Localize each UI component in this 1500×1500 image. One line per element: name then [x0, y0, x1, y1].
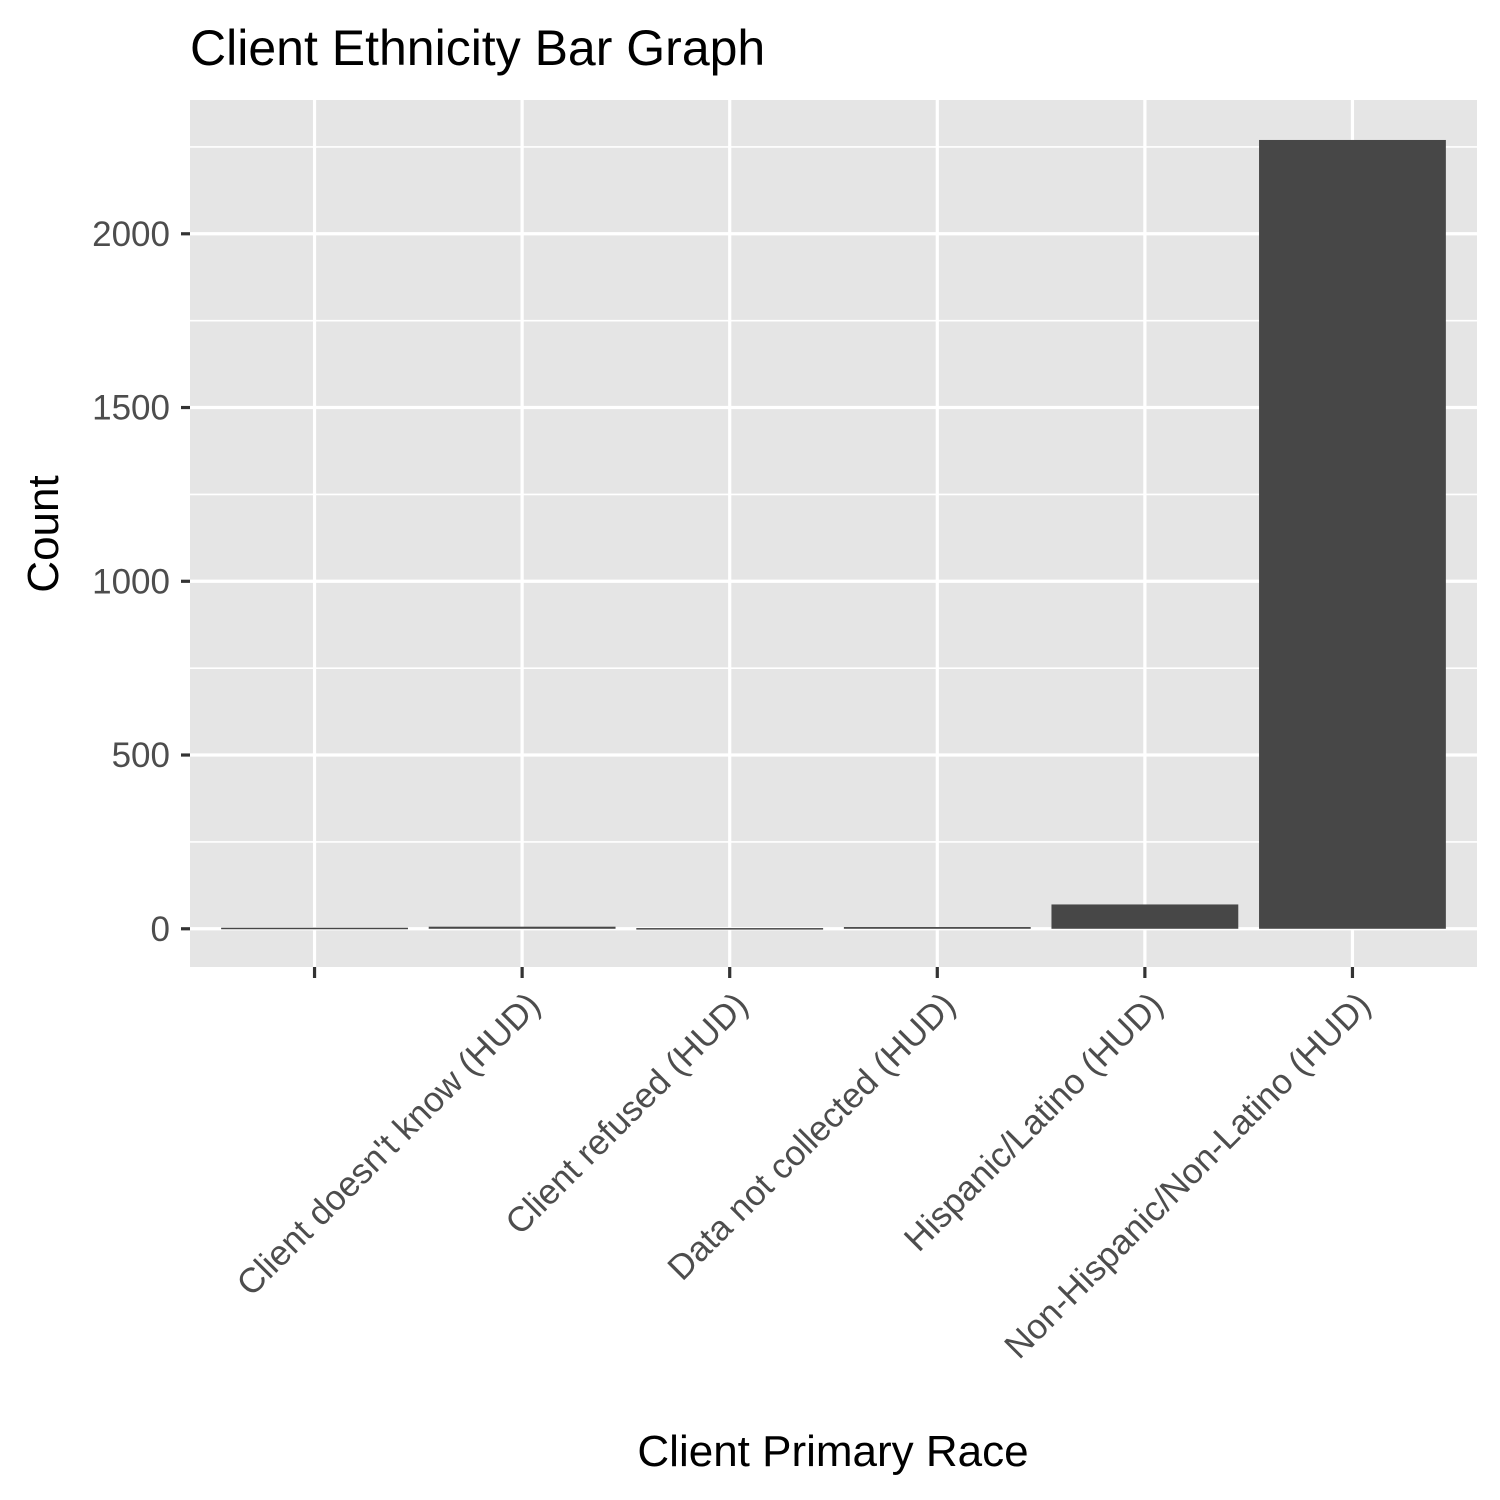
y-tick-label-1: 500	[112, 736, 170, 775]
x-tick-label-5: Non-Hispanic/Non-Latino (HUD)	[997, 985, 1378, 1366]
bar-0	[221, 927, 408, 930]
y-tick-label-2: 1000	[92, 562, 170, 601]
chart-title: Client Ethnicity Bar Graph	[190, 20, 765, 76]
bar-1	[428, 926, 616, 929]
bars	[221, 139, 1446, 930]
x-axis: Client doesn't know (HUD)Client refused …	[229, 967, 1378, 1366]
y-tick-label-3: 1500	[92, 389, 170, 428]
bar-4	[1051, 904, 1239, 929]
y-axis: 0 500 1000 1500 2000	[92, 215, 190, 949]
y-axis-title: Count	[19, 475, 68, 592]
x-axis-title: Client Primary Race	[637, 1427, 1028, 1476]
bar-5	[1259, 139, 1446, 929]
y-tick-label-0: 0	[151, 910, 170, 949]
bar-2	[636, 928, 824, 930]
bar-3	[843, 927, 1031, 929]
y-tick-label-4: 2000	[92, 215, 170, 254]
x-tick-label-1: Client doesn't know (HUD)	[229, 985, 547, 1303]
